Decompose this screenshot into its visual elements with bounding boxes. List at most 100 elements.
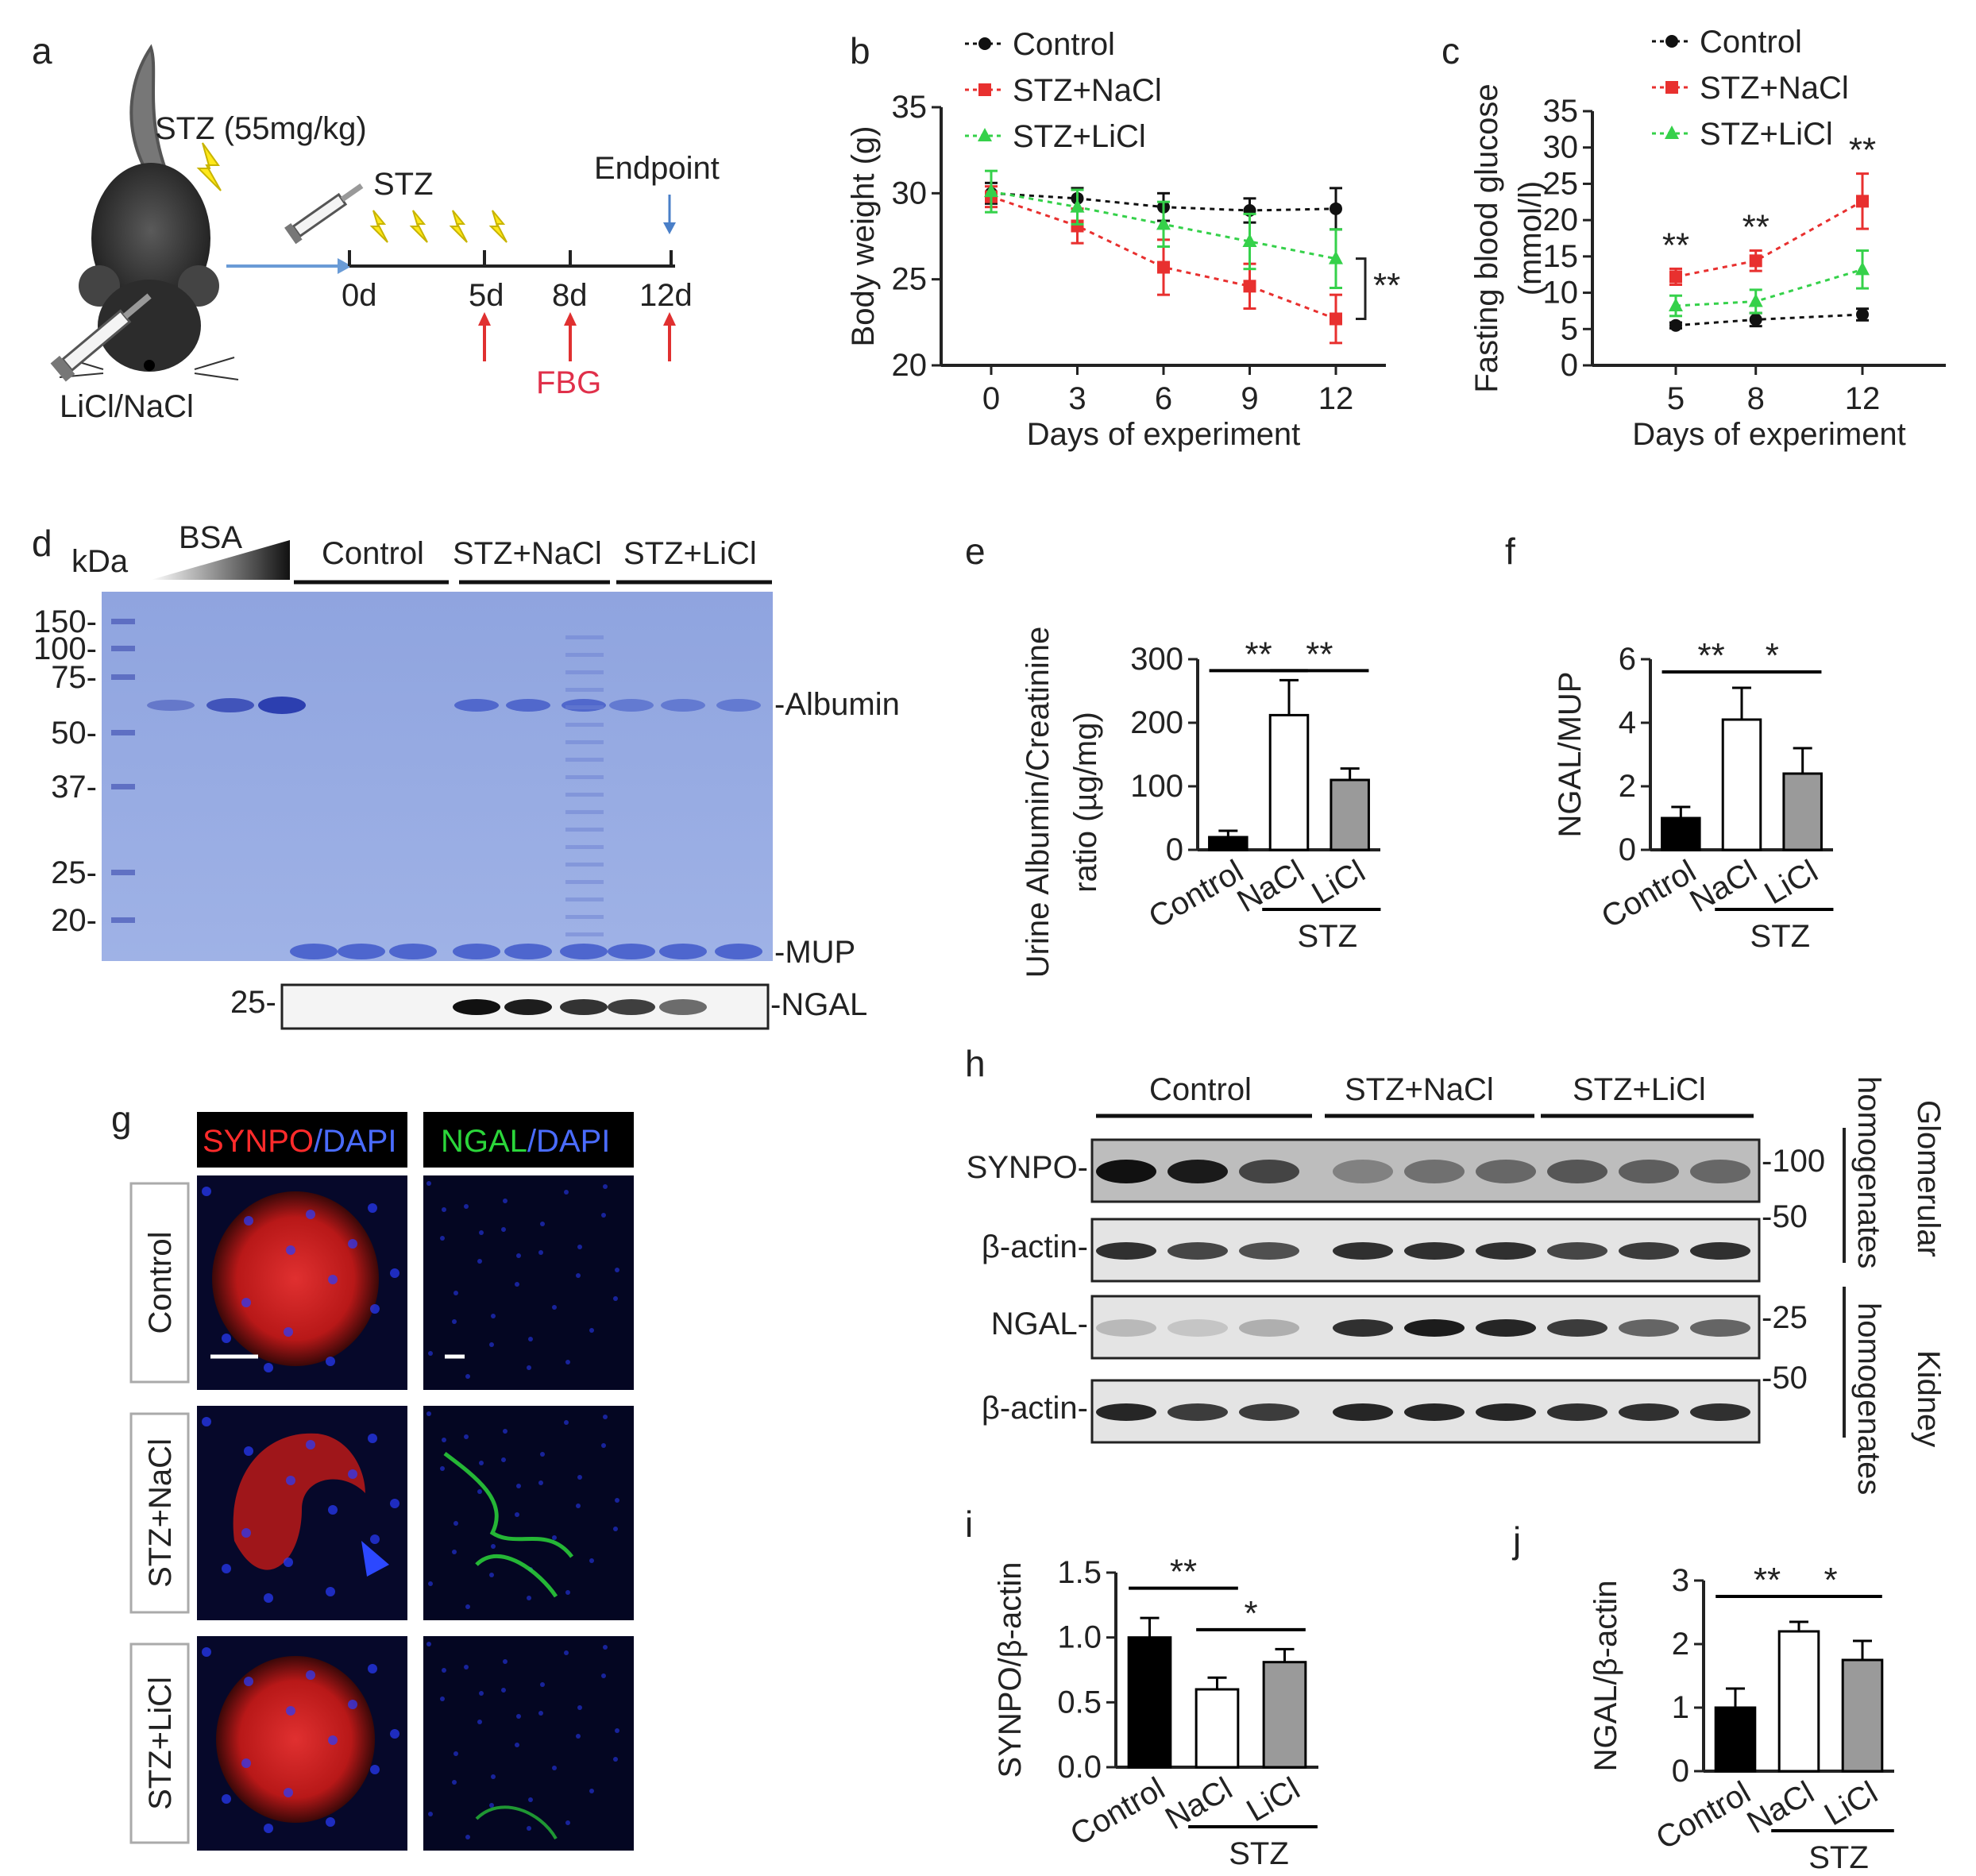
bar-LiCl: [1330, 778, 1370, 851]
bar-LiCl: [1782, 772, 1823, 851]
bsa-band: [258, 697, 306, 714]
series-line-STZ+NaCl: [990, 195, 1337, 320]
data-point: [1748, 293, 1763, 307]
wb-band: [1096, 1160, 1156, 1183]
ngal-bands: [453, 999, 707, 1015]
significance-star: **: [1698, 636, 1725, 675]
endpoint-label: Endpoint: [594, 151, 720, 186]
significance-star: *: [1766, 636, 1779, 675]
y-tick-label: 10: [1543, 276, 1579, 311]
significance-star: **: [1373, 266, 1400, 305]
data-point: [1669, 298, 1683, 312]
wb-band: [1476, 1403, 1536, 1421]
legend-entry: STZ+NaCl: [1013, 73, 1162, 108]
x-tick-label: 12: [1845, 381, 1881, 416]
bar-NaCl: [1194, 1688, 1240, 1769]
panel-d: d kDa BSA Control STZ+NaCl STZ+LiCl 150-…: [32, 520, 900, 1030]
wb-band: [1547, 1242, 1607, 1260]
y-tick-label: 4: [1619, 705, 1636, 740]
panel-label-e: e: [965, 531, 986, 572]
y-axis-title: SYNPO/β-actin: [993, 1562, 1028, 1778]
y-tick-label: 5: [1561, 311, 1578, 346]
data-point: [1242, 234, 1257, 247]
gel-markers: 150-100-75- 50- 37- 25- 20-: [33, 604, 97, 938]
panel-b: b 20 25 30 35 0 3 6 9 12 Days of experiment Body w…: [846, 27, 1400, 452]
y-axis-title: NGAL/β-actin: [1588, 1581, 1623, 1772]
wb-band: [1333, 1160, 1393, 1183]
stz-group-label: STZ: [1298, 919, 1358, 954]
ngal-label: -NGAL: [770, 987, 867, 1022]
legend-entry: STZ+LiCl: [1700, 117, 1833, 152]
series-line-STZ+NaCl: [1675, 200, 1863, 278]
panel-a: a STZ (55mg/kg) LiCl/NaCl: [32, 30, 720, 424]
y-tick-label: 25: [892, 262, 928, 297]
wb-band: [1547, 1319, 1607, 1337]
bsa-label: BSA: [179, 520, 242, 555]
x-tick-label: LiCl: [1306, 854, 1371, 912]
wb-band: [1404, 1403, 1465, 1421]
albumin-band: [609, 699, 654, 712]
ihc-header-synpo: [197, 1112, 407, 1168]
bar-Control: [1208, 836, 1249, 851]
panel-label-d: d: [32, 523, 52, 564]
wb-band: [1239, 1403, 1299, 1421]
y-tick-label: 0: [1561, 348, 1578, 383]
mw-marker: 150-: [33, 604, 97, 639]
x-axis-title: Days of experiment: [1632, 417, 1906, 452]
bar-Control: [1127, 1636, 1172, 1769]
wb-band: [1333, 1403, 1393, 1421]
wb-band: [1404, 1160, 1465, 1183]
y-tick-label: 35: [1543, 94, 1579, 129]
lightning-icon: [196, 142, 222, 191]
significance-star: *: [1824, 1561, 1837, 1600]
wb-band: [1404, 1242, 1465, 1260]
wb-mw-marker: -100: [1762, 1144, 1825, 1179]
wb-band: [1690, 1160, 1750, 1183]
mw-marker: 20-: [51, 903, 97, 938]
x-tick-label: LiCl: [1241, 1771, 1306, 1829]
y-tick-label: 0: [1619, 832, 1636, 867]
coomassie-gel: [102, 592, 773, 961]
legend-entry: Control: [1700, 25, 1802, 60]
data-point: [984, 183, 998, 198]
wb-band: [1167, 1403, 1228, 1421]
mup-band: [659, 944, 707, 959]
day-0-label: 0d: [342, 278, 377, 313]
gel-group-control: Control: [322, 536, 424, 571]
bar-NaCl: [1721, 718, 1762, 851]
kidney-homogenates-label: homogenates: [1851, 1303, 1886, 1495]
fbg-label: FBG: [536, 365, 601, 400]
x-tick-label: LiCl: [1758, 854, 1824, 912]
y-tick-label: 0.5: [1057, 1685, 1102, 1720]
x-axis-title: Days of experiment: [1027, 417, 1301, 452]
mup-band: [560, 944, 608, 959]
mouse-tail: [129, 44, 172, 200]
y-tick-label: 0: [1166, 832, 1183, 867]
wb-group-stz-nacl: STZ+NaCl: [1345, 1072, 1494, 1107]
y-tick-label: 300: [1130, 642, 1183, 677]
ihc-row-label: STZ+NaCl: [143, 1438, 178, 1588]
bar-NaCl: [1777, 1630, 1820, 1773]
legend-entry: STZ+LiCl: [1013, 119, 1146, 154]
y-axis-title-2: ratio (µg/mg): [1068, 712, 1103, 893]
wb-band: [1619, 1160, 1679, 1183]
significance-star: **: [1170, 1553, 1197, 1592]
data-point: [1157, 261, 1170, 274]
significance-star: **: [1662, 226, 1689, 264]
gel-bands: [111, 619, 762, 959]
fbg-arrows: [478, 312, 676, 361]
data-point: [1749, 313, 1762, 326]
wb-band: [1333, 1319, 1393, 1337]
stz-group-label: STZ: [1808, 1840, 1869, 1875]
series-line-STZ+LiCl: [1675, 268, 1863, 307]
mouse-whiskers: [59, 357, 239, 380]
data-point: [1071, 219, 1084, 233]
albumin-band: [716, 699, 761, 712]
y-tick-label: 30: [1543, 130, 1579, 165]
y-axis-title-2: (mmol/l): [1513, 181, 1548, 295]
wb-band: [1096, 1403, 1156, 1421]
wb-band: [1239, 1160, 1299, 1183]
glomerular-homogenates-label: homogenates: [1851, 1076, 1886, 1268]
